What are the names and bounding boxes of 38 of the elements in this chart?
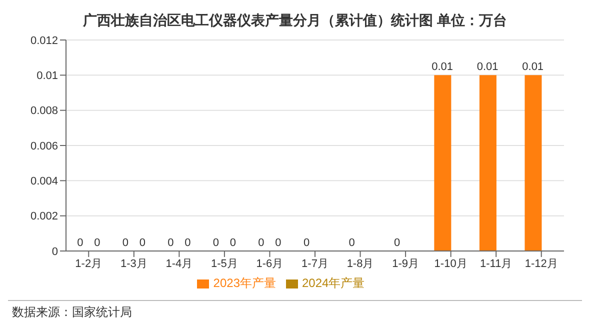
data-label: 0 [212, 237, 220, 249]
x-tick-label: 1-8月 [346, 258, 374, 270]
data-label: 0 [139, 237, 146, 249]
y-tick-label: 0.004 [30, 176, 58, 188]
data-label: 0 [122, 237, 128, 249]
x-tick-label: 1-5月 [211, 258, 238, 270]
data-label: 0 [275, 237, 282, 249]
y-tick-label: 0.008 [30, 105, 58, 118]
data-label: 0 [394, 237, 400, 249]
source-note: 数据来源：国家统计局 [12, 304, 132, 321]
data-label: 0.01 [476, 61, 498, 74]
y-tick-label: 0.002 [30, 210, 58, 223]
data-label: 0.01 [522, 61, 544, 74]
chart-title: 广西壮族自治区电工仪器仪表产量分月（累计值）统计图 单位：万台 [82, 11, 508, 30]
x-tick-label: 1-9月 [392, 258, 419, 270]
y-tick-label: 0 [52, 246, 58, 258]
y-tick-label: 0.006 [30, 140, 58, 152]
x-tick-label: 1-7月 [302, 258, 328, 270]
x-tick-label: 1-11月 [480, 258, 512, 270]
x-tick-label: 1-2月 [75, 258, 102, 270]
data-label: 0 [94, 237, 100, 249]
x-tick-label: 1-12月 [524, 258, 558, 270]
data-label: 0 [230, 237, 236, 249]
legend-label: 2023年产量 [213, 276, 276, 290]
x-tick-label: 1-6月 [256, 258, 284, 270]
data-label: 0 [303, 237, 310, 249]
data-label: 0 [184, 237, 191, 249]
x-tick-label: 1-3月 [120, 258, 148, 270]
x-tick-label: 1-10月 [434, 258, 468, 270]
legend-label: 2024年产量 [302, 276, 365, 290]
data-label: 0.01 [432, 61, 454, 74]
data-label: 0 [258, 237, 264, 249]
x-tick-label: 1-4月 [166, 258, 193, 270]
y-tick-label: 0.012 [30, 34, 58, 47]
data-label: 0 [168, 237, 174, 249]
data-label: 0 [348, 237, 355, 249]
y-tick-label: 0.01 [36, 70, 58, 82]
data-label: 0 [77, 237, 84, 249]
